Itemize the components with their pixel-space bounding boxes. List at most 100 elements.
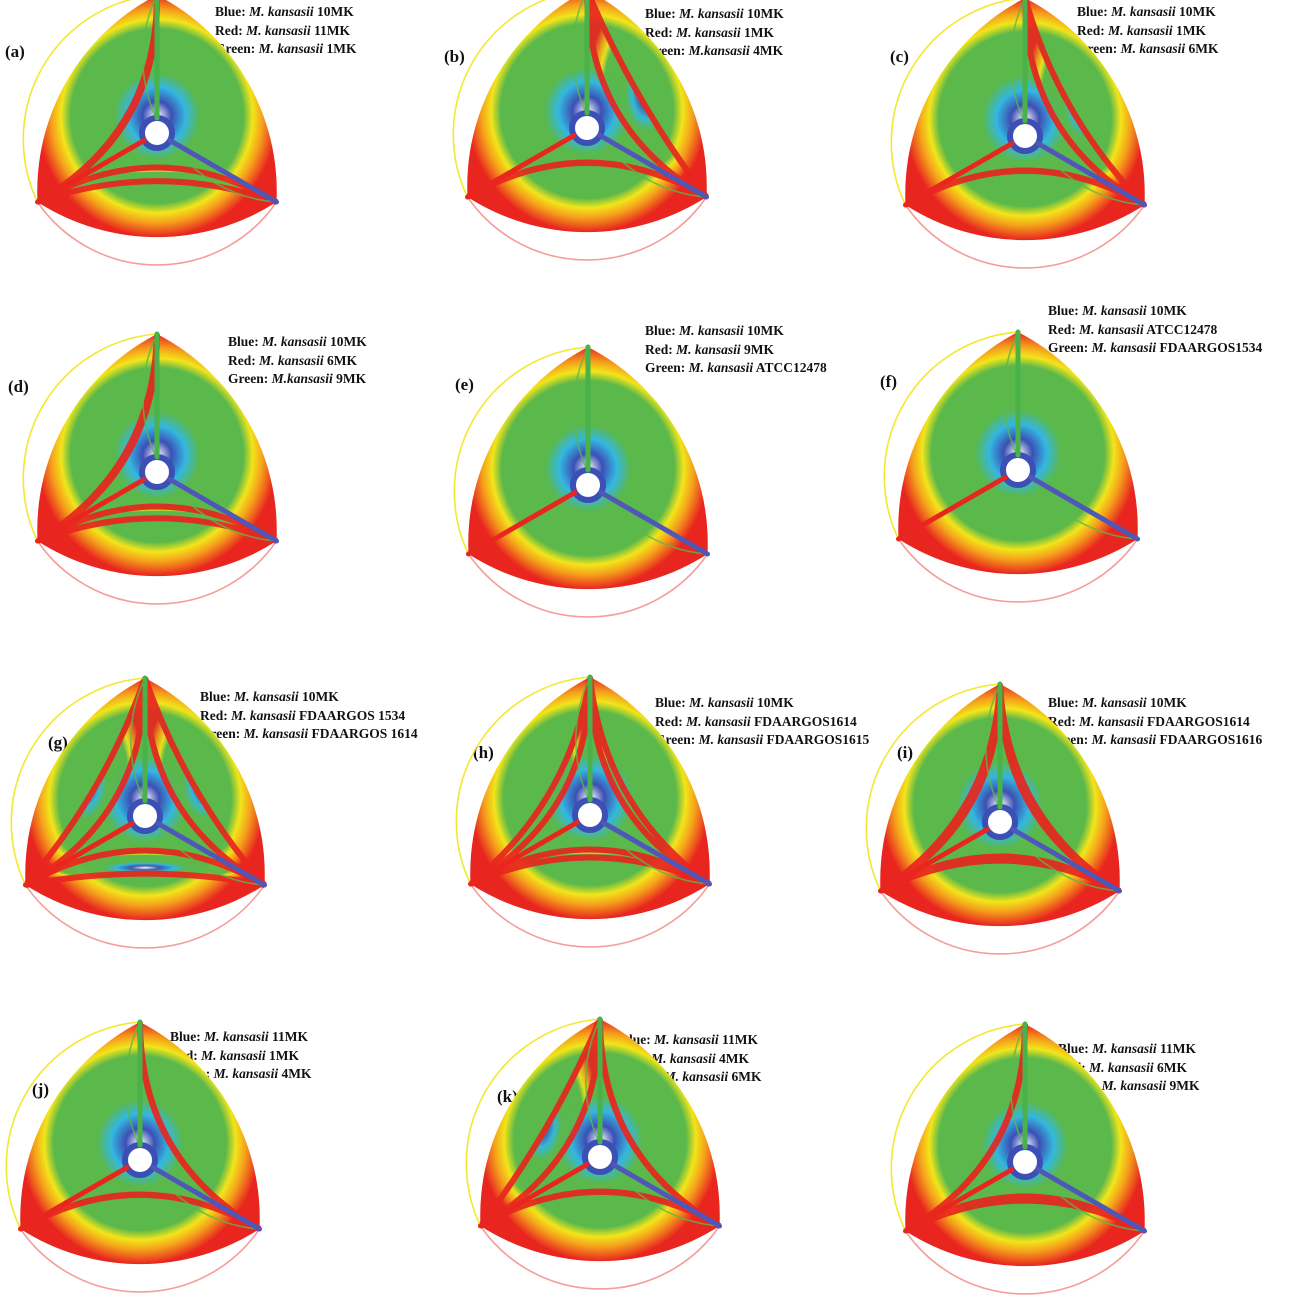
hive-axis xyxy=(902,141,1015,208)
hive-axis xyxy=(464,133,577,200)
legend-strain-blue: 10MK xyxy=(757,695,794,710)
link-arc xyxy=(890,1023,1026,1232)
legend-strain-green: ATCC12478 xyxy=(755,360,827,375)
hive-plot xyxy=(865,681,1123,955)
center-hole xyxy=(582,1139,618,1175)
twisted-ribbon xyxy=(584,0,709,200)
legend-strain-red: 6MK xyxy=(1157,1059,1188,1075)
legend-line-red: Red: M. kansasii 1MK xyxy=(645,24,784,43)
hive-axis xyxy=(477,1162,590,1229)
legend-line-red: Red: M. kansasii 11MK xyxy=(215,22,357,41)
legend-species-green: M. kansasii xyxy=(258,41,324,56)
legend-species-blue: M. kansasii xyxy=(1082,695,1147,710)
center-hole xyxy=(1007,1144,1043,1180)
legend-key-blue: Blue: xyxy=(645,6,676,21)
legend-species-red: M. kansasii xyxy=(686,713,751,729)
hive-plot xyxy=(22,0,280,266)
link-arc xyxy=(10,677,146,886)
link-arc xyxy=(22,333,158,542)
legend-strain-blue: 10MK xyxy=(317,4,354,19)
legend-key-red: Red: xyxy=(228,352,256,368)
hive-axis xyxy=(467,820,580,887)
hive-axis xyxy=(600,820,713,887)
panel-label: (c) xyxy=(890,47,909,66)
legend-species-blue: M. kansasii xyxy=(262,334,327,349)
hive-plot xyxy=(10,675,268,949)
hive-axis xyxy=(895,475,1008,542)
center-hole xyxy=(127,798,163,834)
panel-legend: Blue: M. kansasii 10MK Red: M. kansasii A… xyxy=(1048,302,1262,358)
panel-legend: Blue: M. kansasii 11MKRed: M. kansasii 6… xyxy=(1058,1040,1200,1096)
panel-label: (b) xyxy=(444,47,465,66)
panel-legend: Blue: M. kansasii 10MK Red: M. kansasii 9… xyxy=(645,322,827,378)
center-hole xyxy=(139,115,175,151)
hive-axis xyxy=(1010,827,1123,894)
hive-axis xyxy=(22,821,135,888)
legend-species-red: M. kansasii xyxy=(231,707,296,723)
legend-line-blue: Blue: M. kansasii 10MK xyxy=(1048,302,1262,321)
legend-strain-green: FDAARGOS1616 xyxy=(1159,732,1263,747)
legend-strain-blue: 10MK xyxy=(1150,695,1187,710)
legend-species-green: M. kansasii xyxy=(698,732,764,747)
legend-line-blue: Blue: M. kansasii 10MK xyxy=(645,322,827,341)
link-arc xyxy=(469,883,711,948)
hive-plot xyxy=(22,331,280,605)
legend-species-green: M. kansasii xyxy=(243,726,309,741)
panel-label: (h) xyxy=(473,743,494,762)
legend-species-red: M. kansasii xyxy=(259,352,324,368)
link-arc xyxy=(24,884,266,949)
legend-species-green: M. kansasii xyxy=(688,360,754,375)
legend-key-red: Red: xyxy=(215,22,243,38)
hive-axis xyxy=(598,490,711,557)
legend-species-blue: M. kansasii xyxy=(1111,4,1176,19)
legend-species-green: M. kansasii xyxy=(1101,1078,1167,1093)
legend-key-blue: Blue: xyxy=(228,334,259,349)
legend-key-blue: Blue: xyxy=(1077,4,1108,19)
legend-key-blue: Blue: xyxy=(655,695,686,710)
center-hole xyxy=(1000,452,1036,488)
legend-strain-red: 1MK xyxy=(1176,22,1207,38)
legend-line-green: Green: M.kansasii 9MK xyxy=(228,370,367,389)
hive-axis xyxy=(167,477,280,544)
legend-strain-blue: 10MK xyxy=(1179,4,1216,19)
legend-strain-red: 6MK xyxy=(327,352,358,368)
legend-strain-green: 6MK xyxy=(731,1069,762,1084)
legend-species-red: M. kansasii xyxy=(246,22,311,38)
legend-key-red: Red: xyxy=(645,24,673,40)
legend-species-green: M. kansasii xyxy=(1091,340,1157,355)
legend-species-red: M. kansasii xyxy=(676,341,741,357)
link-arc xyxy=(36,201,278,266)
legend-species-blue: M. kansasii xyxy=(679,6,744,21)
legend-strain-blue: 10MK xyxy=(747,323,784,338)
legend-strain-green: 4MK xyxy=(281,1066,312,1081)
link-arc xyxy=(466,196,708,261)
legend-species-blue: M. kansasii xyxy=(679,323,744,338)
hive-axis xyxy=(150,1165,263,1232)
link-arc xyxy=(883,331,1019,540)
legend-species-green: M.kansasii xyxy=(688,43,750,58)
legend-line-red: Red: M. kansasii FDAARGOS 1534 xyxy=(200,707,418,726)
legend-line-blue: Blue: M. kansasii 10MK xyxy=(228,333,367,352)
legend-species-blue: M. kansasii xyxy=(654,1032,719,1047)
legend-strain-red: 4MK xyxy=(719,1050,750,1066)
legend-strain-blue: 11MK xyxy=(272,1029,309,1044)
link-arc xyxy=(5,1021,141,1230)
legend-key-blue: Blue: xyxy=(1048,695,1079,710)
link-arc xyxy=(22,0,133,203)
legend-line-red: Red: M. kansasii 1MK xyxy=(1077,22,1219,41)
legend-key-red: Red: xyxy=(645,341,673,357)
hive-plot xyxy=(455,674,713,948)
center-hole xyxy=(570,467,606,503)
panel-label: (f) xyxy=(880,372,897,391)
legend-strain-blue: 11MK xyxy=(1160,1041,1197,1056)
legend-key-blue: Blue: xyxy=(200,689,231,704)
link-arc xyxy=(904,1230,1146,1295)
hive-axis xyxy=(34,138,147,205)
legend-species-red: M. kansasii xyxy=(676,24,741,40)
legend-key-green: Green: xyxy=(1048,340,1089,355)
legend-strain-blue: 10MK xyxy=(747,6,784,21)
legend-strain-red: 11MK xyxy=(314,22,351,38)
panel-label: (g) xyxy=(48,733,68,752)
hive-axis xyxy=(610,1162,723,1229)
link-arc xyxy=(453,346,589,555)
